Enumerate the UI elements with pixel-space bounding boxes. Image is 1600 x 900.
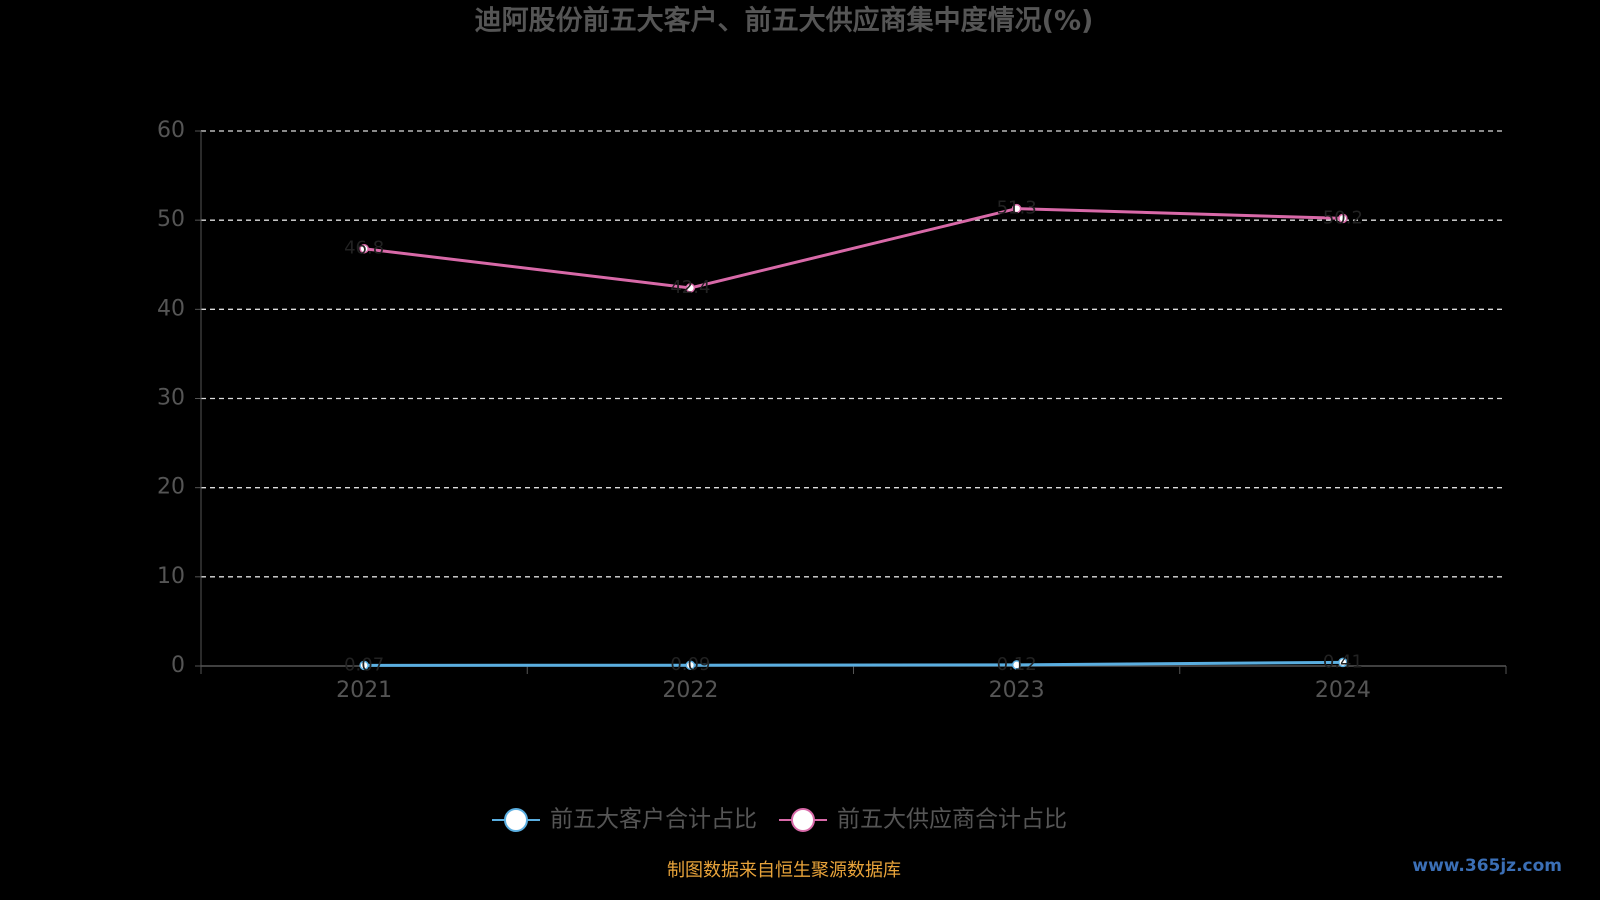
data-label: 0.09 (670, 654, 710, 675)
series-line (363, 207, 1343, 290)
point (359, 243, 369, 254)
data-label: 51.3 (997, 198, 1037, 219)
series-line (364, 660, 1343, 667)
data-label: 42.4 (670, 277, 710, 298)
y-tick-label: 20 (157, 475, 185, 500)
y-tick-label: 10 (157, 564, 185, 589)
y-tick-label: 50 (157, 207, 185, 232)
x-tick-label: 2022 (662, 678, 718, 703)
x-tick-label: 2023 (989, 678, 1045, 703)
legend-marker (504, 808, 528, 832)
point (359, 660, 369, 671)
point (1338, 657, 1348, 668)
point (1011, 203, 1022, 214)
data-label: 0.41 (1323, 651, 1363, 672)
legend-label: 前五大供应商合计占比 (837, 807, 1067, 833)
point (1011, 660, 1022, 670)
x-tick-label: 2021 (336, 678, 392, 703)
legend-marker (791, 808, 815, 832)
data-label: 0.07 (344, 654, 384, 675)
data-label: 46.8 (344, 238, 384, 259)
data-label: 50.2 (1323, 207, 1363, 228)
legend-label: 前五大客户合计占比 (550, 807, 757, 833)
y-tick-label: 40 (157, 296, 185, 321)
point (1338, 213, 1348, 224)
y-tick-label: 30 (157, 386, 185, 411)
data-label: 0.12 (997, 654, 1037, 675)
chart: 迪阿股份前五大客户、前五大供应商集中度情况(%) 制图数据来自恒生聚源数据库 w… (157, 5, 1562, 882)
y-tick-label: 60 (157, 118, 185, 143)
point (685, 283, 696, 293)
chart-title: 迪阿股份前五大客户、前五大供应商集中度情况(%) (475, 5, 1094, 37)
point (685, 660, 696, 670)
source-note: 制图数据来自恒生聚源数据库 (667, 860, 901, 881)
watermark: www.365jz.com (1412, 856, 1562, 876)
x-tick-label: 2024 (1315, 678, 1371, 703)
y-tick-label: 0 (171, 653, 185, 678)
